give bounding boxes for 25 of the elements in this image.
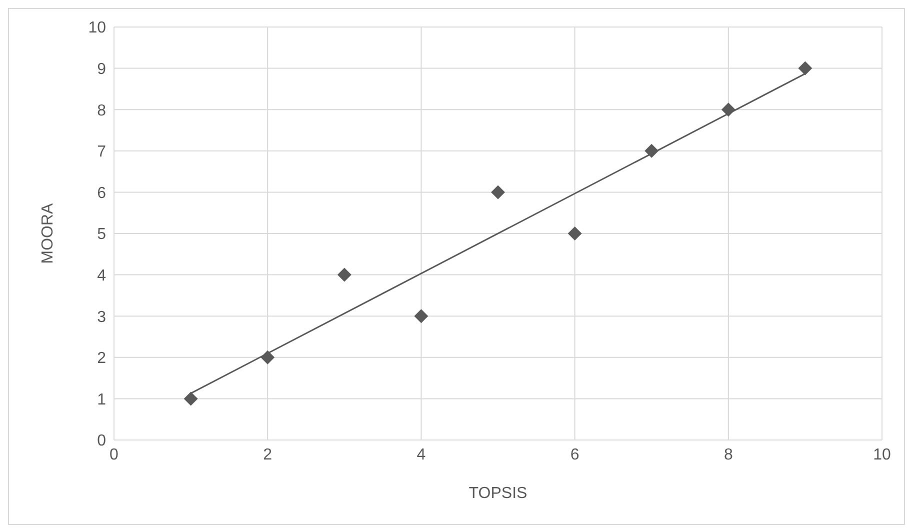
x-tick-label: 4 — [416, 446, 426, 464]
y-tick-label: 2 — [97, 350, 106, 368]
y-tick-label: 0 — [97, 432, 106, 450]
x-tick-label: 6 — [570, 446, 580, 464]
point — [798, 61, 812, 76]
x-tick-label: 2 — [263, 446, 272, 464]
y-tick-label: 7 — [97, 144, 106, 161]
y-tick-label: 8 — [97, 102, 106, 120]
x-tick-label: 8 — [724, 446, 733, 464]
x-tick-label: 0 — [110, 446, 119, 464]
point — [184, 392, 198, 406]
y-tick-label: 1 — [97, 391, 106, 408]
point — [414, 309, 428, 324]
y-axis-title: MOORA — [40, 202, 57, 264]
point — [491, 185, 505, 200]
point — [568, 226, 582, 240]
y-tick-label: 6 — [97, 184, 106, 202]
y-tick-label: 5 — [97, 226, 106, 244]
x-axis-title: TOPSIS — [468, 485, 528, 502]
y-tick-label: 4 — [97, 267, 106, 284]
y-tick-label: 9 — [97, 60, 106, 78]
x-tick-label: 10 — [873, 446, 891, 464]
y-tick-label: 3 — [97, 308, 106, 326]
point — [337, 268, 352, 282]
y-tick-label: 10 — [88, 20, 106, 37]
